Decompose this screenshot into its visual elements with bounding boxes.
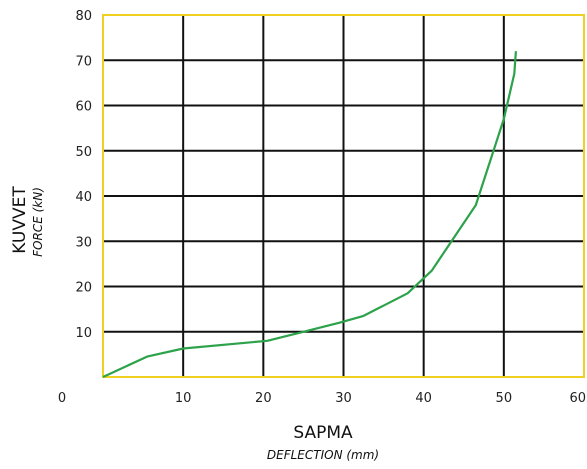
y-tick-label: 60 xyxy=(75,100,92,115)
grid xyxy=(103,15,584,377)
series-line-0 xyxy=(102,51,517,378)
y-tick-label: 10 xyxy=(75,326,92,341)
x-tick-label: 60 xyxy=(569,391,586,406)
x-tick-labels: 0 10 20 30 40 50 60 xyxy=(58,391,586,406)
x-tick-label: 50 xyxy=(496,391,513,406)
x-tick-label: 40 xyxy=(415,391,432,406)
y-tick-label: 80 xyxy=(75,9,92,24)
x-axis-title: SAPMA xyxy=(293,423,353,443)
y-tick-label: 30 xyxy=(75,235,92,250)
x-axis-subtitle: DEFLECTION (mm) xyxy=(267,448,379,462)
y-axis-title: KUVVET xyxy=(10,186,30,254)
x-tick-label: 10 xyxy=(175,391,192,406)
y-tick-label: 20 xyxy=(75,281,92,296)
y-tick-labels: 10 20 30 40 50 60 70 80 xyxy=(75,9,92,341)
x-tick-label: 0 xyxy=(58,391,66,406)
y-tick-label: 70 xyxy=(75,54,92,69)
series-layer xyxy=(102,51,517,378)
y-tick-label: 40 xyxy=(75,190,92,205)
y-axis-subtitle: FORCE (kN) xyxy=(31,187,45,257)
x-tick-label: 20 xyxy=(255,391,272,406)
y-tick-label: 50 xyxy=(75,145,92,160)
x-tick-label: 30 xyxy=(335,391,352,406)
plot-frame xyxy=(102,14,585,378)
